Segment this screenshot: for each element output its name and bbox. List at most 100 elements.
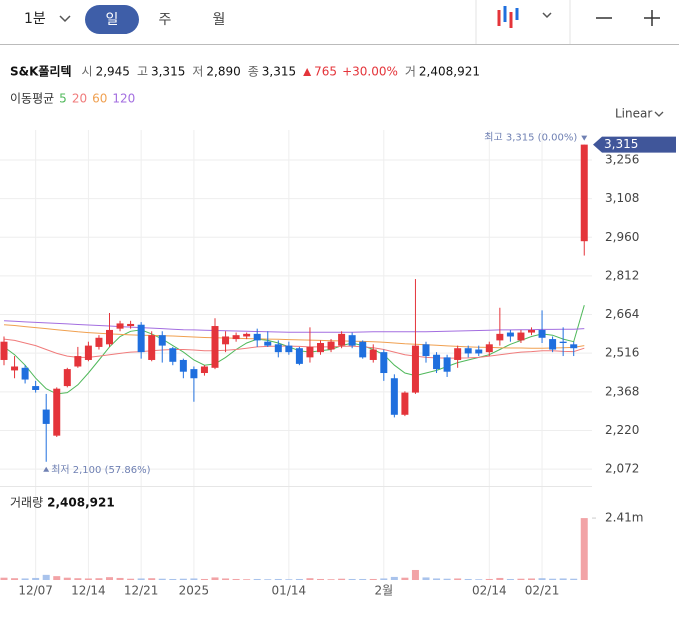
- candle-body: [411, 345, 419, 393]
- candle-body: [127, 323, 135, 327]
- price-tag: [593, 136, 676, 153]
- legend-entry: 5: [59, 92, 67, 106]
- quote-value: 2,890: [206, 65, 240, 79]
- y-tick-label: 2,664: [605, 307, 639, 321]
- legend-entry: 60: [92, 92, 107, 106]
- volume-bar: [496, 577, 504, 580]
- candle-body: [84, 345, 92, 360]
- candle-body: [380, 352, 388, 374]
- candle-body: [517, 332, 525, 341]
- legend-entry: 120: [112, 92, 135, 106]
- volume-bar: [232, 578, 240, 580]
- volume-bar: [485, 578, 493, 580]
- y-tick-label: 2,368: [605, 384, 639, 398]
- volume-bar: [538, 578, 546, 580]
- zoom-in[interactable]: [644, 10, 660, 26]
- tab[interactable]: 일: [106, 12, 119, 28]
- volume-bar: [369, 578, 377, 580]
- quote-label: 거: [405, 65, 416, 79]
- candle-body: [528, 329, 535, 333]
- volume-bar: [327, 579, 335, 580]
- low-marker: [43, 466, 50, 472]
- volume-bar: [528, 578, 535, 580]
- volume-bar: [274, 578, 282, 580]
- candle-body: [74, 356, 82, 367]
- candle-body: [317, 343, 324, 353]
- volume-bar: [285, 579, 293, 580]
- candle-body: [454, 348, 462, 360]
- volume-bar: [380, 578, 388, 580]
- volume-bar: [253, 578, 261, 580]
- candle-body: [158, 335, 166, 346]
- candle-body: [169, 348, 177, 362]
- plot: 12/07 12/14 12/21 2025 01/14 2월 02/14 02/21 3,25…: [0, 130, 676, 598]
- volume-bar: [53, 576, 61, 580]
- candle-body: [306, 346, 314, 358]
- volume-bar: [211, 577, 219, 580]
- tab[interactable]: 월: [213, 12, 226, 28]
- volume-current: 2,408,921: [47, 496, 115, 510]
- candle-body: [559, 341, 567, 343]
- x-tick-label: 2월: [374, 584, 393, 598]
- volume-bar: [264, 579, 272, 580]
- scale-select[interactable]: Linear: [615, 107, 652, 121]
- volume-bar: [454, 578, 462, 580]
- tab[interactable]: 주: [159, 12, 172, 28]
- y-tick-label: 3,108: [605, 191, 639, 205]
- candle-body: [327, 341, 335, 350]
- quote-label: 시: [82, 65, 93, 79]
- chevron[interactable]: [654, 111, 664, 117]
- interval-select[interactable]: 1분: [24, 11, 46, 27]
- volume-bar: [32, 577, 40, 580]
- candle-body: [549, 339, 557, 350]
- volume-bar: [559, 578, 567, 580]
- candle-body: [359, 341, 367, 358]
- candle-body: [433, 354, 441, 370]
- candle-body: [11, 366, 19, 371]
- candle-body: [496, 333, 504, 341]
- candle-body: [285, 345, 293, 353]
- volume-bar: [127, 578, 135, 580]
- chevron[interactable]: [59, 15, 71, 23]
- candle-body: [464, 348, 472, 354]
- candle-body: [295, 348, 303, 364]
- chart-type-icon[interactable]: [497, 6, 519, 28]
- quote-label: 종: [248, 65, 259, 79]
- volume-bar: [84, 578, 92, 580]
- candle-body: [390, 378, 398, 415]
- y-tick-label: 3,256: [605, 153, 639, 167]
- y-tick-label: 2,072: [605, 462, 639, 476]
- candle-body: [137, 324, 145, 353]
- candle-body: [116, 323, 124, 329]
- volume-bar: [306, 578, 314, 580]
- quote-value: 2,945: [96, 65, 130, 79]
- volume-bar: [169, 578, 177, 580]
- volume-bar: [295, 578, 303, 580]
- candle-body: [348, 335, 356, 346]
- volume-bar: [506, 578, 514, 580]
- candle-body: [369, 349, 377, 360]
- x-tick-label: 2025: [179, 584, 210, 598]
- volume-title: 거래량: [10, 496, 43, 510]
- volume-bar: [359, 578, 367, 580]
- tab-active-bg[interactable]: [85, 5, 139, 34]
- volume-bar: [0, 577, 8, 580]
- x-tick-label: 01/14: [272, 584, 307, 598]
- volume-bar: [137, 578, 145, 580]
- quote-label: 저: [192, 65, 203, 79]
- up-arrow: [303, 68, 312, 76]
- volume-bar: [338, 578, 346, 580]
- volume-bar: [116, 577, 124, 580]
- ma-legend: 이동평균 5 20 60 120: [10, 92, 135, 106]
- y-tick-label: 2,220: [605, 423, 639, 437]
- candle-body: [580, 144, 588, 242]
- volume-bar: [549, 578, 557, 580]
- chevron[interactable]: [542, 12, 552, 19]
- change-pct: +30.00%: [342, 65, 398, 79]
- candle-body: [0, 341, 8, 360]
- volume-bar: [74, 578, 82, 580]
- y-tick-label: 2,516: [605, 346, 639, 360]
- candle-body: [422, 344, 430, 357]
